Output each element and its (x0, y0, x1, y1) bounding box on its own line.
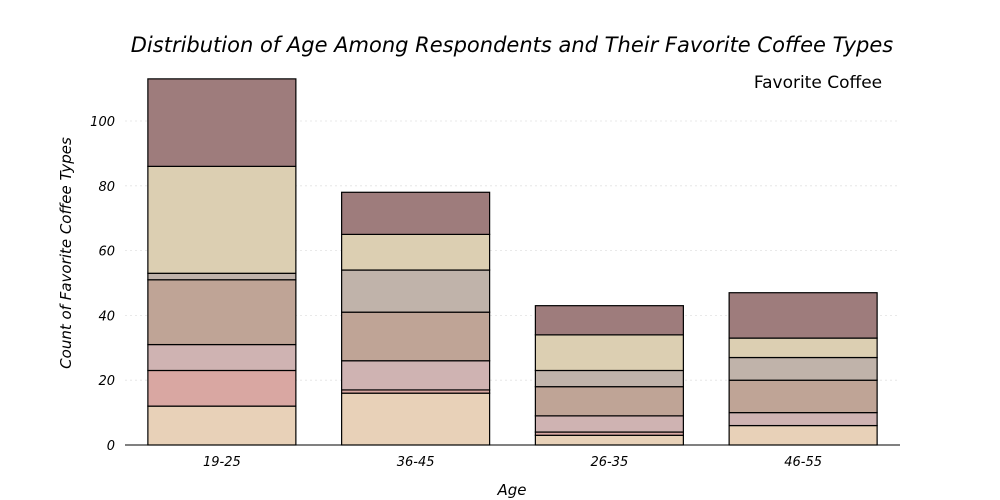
bar-segment-19-25-s5 (147, 272, 297, 281)
bar-segment-19-25-s6 (147, 165, 297, 274)
y-tick-label: 20 (98, 374, 115, 389)
bar-segment-26-35-s3 (534, 415, 684, 433)
bar-segment-19-25-s2 (147, 369, 297, 407)
x-tick-label: 19-25 (203, 455, 241, 470)
bar-segment-19-25-s7 (147, 78, 297, 167)
bar-segment-36-45-s7 (341, 191, 491, 235)
y-tick-label: 80 (98, 180, 115, 195)
y-tick-label: 0 (107, 439, 115, 454)
y-tick-label: 100 (90, 115, 115, 130)
y-tick-label: 60 (98, 245, 115, 260)
y-tick-labels: 0 20 40 60 80 100 (90, 115, 115, 454)
bar-segment-36-45-s1 (341, 392, 491, 446)
bar-segment-26-35-s6 (534, 334, 684, 372)
bar-segment-26-35-s5 (534, 369, 684, 388)
bar-segment-46-55-s5 (728, 356, 878, 381)
bar-segment-46-55-s1 (728, 424, 878, 446)
bar-segment-36-45-s5 (341, 269, 491, 313)
bar-segment-46-55-s6 (728, 337, 878, 359)
bar-segment-26-35-s4 (534, 386, 684, 417)
bar-segment-46-55-s3 (728, 412, 878, 427)
x-tick-label: 36-45 (397, 455, 435, 470)
x-tick-label: 46-55 (784, 455, 822, 470)
bar-segment-26-35-s7 (534, 305, 684, 336)
y-tick-label: 40 (98, 309, 115, 324)
chart-title: Distribution of Age Among Respondents an… (131, 33, 893, 57)
bar-segment-46-55-s4 (728, 379, 878, 414)
bar-segment-19-25-s1 (147, 405, 297, 446)
bar-segment-46-55-s7 (728, 292, 878, 339)
legend-title: Favorite Coffee (754, 73, 882, 93)
y-axis-label: Count of Favorite Coffee Types (57, 137, 75, 369)
x-axis-label: Age (496, 481, 526, 499)
bar-segment-36-45-s4 (341, 311, 491, 362)
x-tick-label: 26-35 (590, 455, 628, 470)
bar-segment-19-25-s3 (147, 343, 297, 372)
bar-segment-36-45-s6 (341, 233, 491, 271)
bar-segment-19-25-s4 (147, 279, 297, 346)
x-tick-labels: 19-25 36-45 26-35 46-55 (203, 455, 822, 470)
bar-segment-26-35-s1 (534, 434, 684, 446)
bars-layer (147, 78, 878, 446)
bar-segment-36-45-s3 (341, 360, 491, 391)
